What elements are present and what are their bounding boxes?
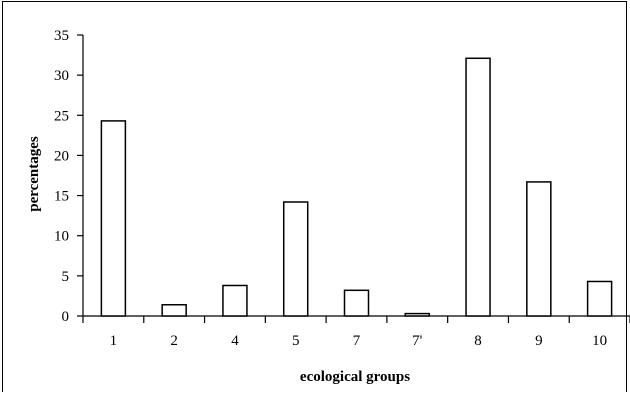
bar-2 <box>161 304 187 317</box>
x-tick-label: 4 <box>231 333 239 349</box>
x-tick-label: 7 <box>353 333 361 349</box>
x-tick-label: 5 <box>292 333 300 349</box>
y-tick-label: 0 <box>62 309 70 325</box>
bar-5 <box>282 201 309 317</box>
x-tick-label: 7' <box>412 333 423 349</box>
x-tick-label: 1 <box>110 333 118 349</box>
x-axis-title: ecological groups <box>300 369 410 385</box>
y-axis-title: percentages <box>26 136 42 212</box>
bar-10 <box>586 280 613 317</box>
y-tick-label: 5 <box>62 269 70 285</box>
bar-8 <box>465 57 491 317</box>
bars <box>100 57 613 317</box>
x-tick-label: 2 <box>170 333 178 349</box>
bar-4 <box>222 284 248 317</box>
x-tick-label: 8 <box>474 333 482 349</box>
ticks: 0 5 10 15 20 25 30 35 1 2 4 5 7 7' 8 9 10 <box>54 28 630 349</box>
x-tick-label: 10 <box>592 333 607 349</box>
bar-7prime <box>404 312 431 317</box>
y-tick-label: 10 <box>54 229 69 245</box>
bar-7 <box>343 289 370 317</box>
y-tick-label: 25 <box>54 108 69 124</box>
bar-1 <box>100 120 127 317</box>
bar-9 <box>526 181 552 317</box>
y-tick-label: 20 <box>54 148 69 164</box>
y-tick-label: 30 <box>54 68 69 84</box>
y-tick-label: 15 <box>54 189 69 205</box>
y-tick-label: 35 <box>54 28 69 44</box>
x-tick-label: 9 <box>535 333 543 349</box>
